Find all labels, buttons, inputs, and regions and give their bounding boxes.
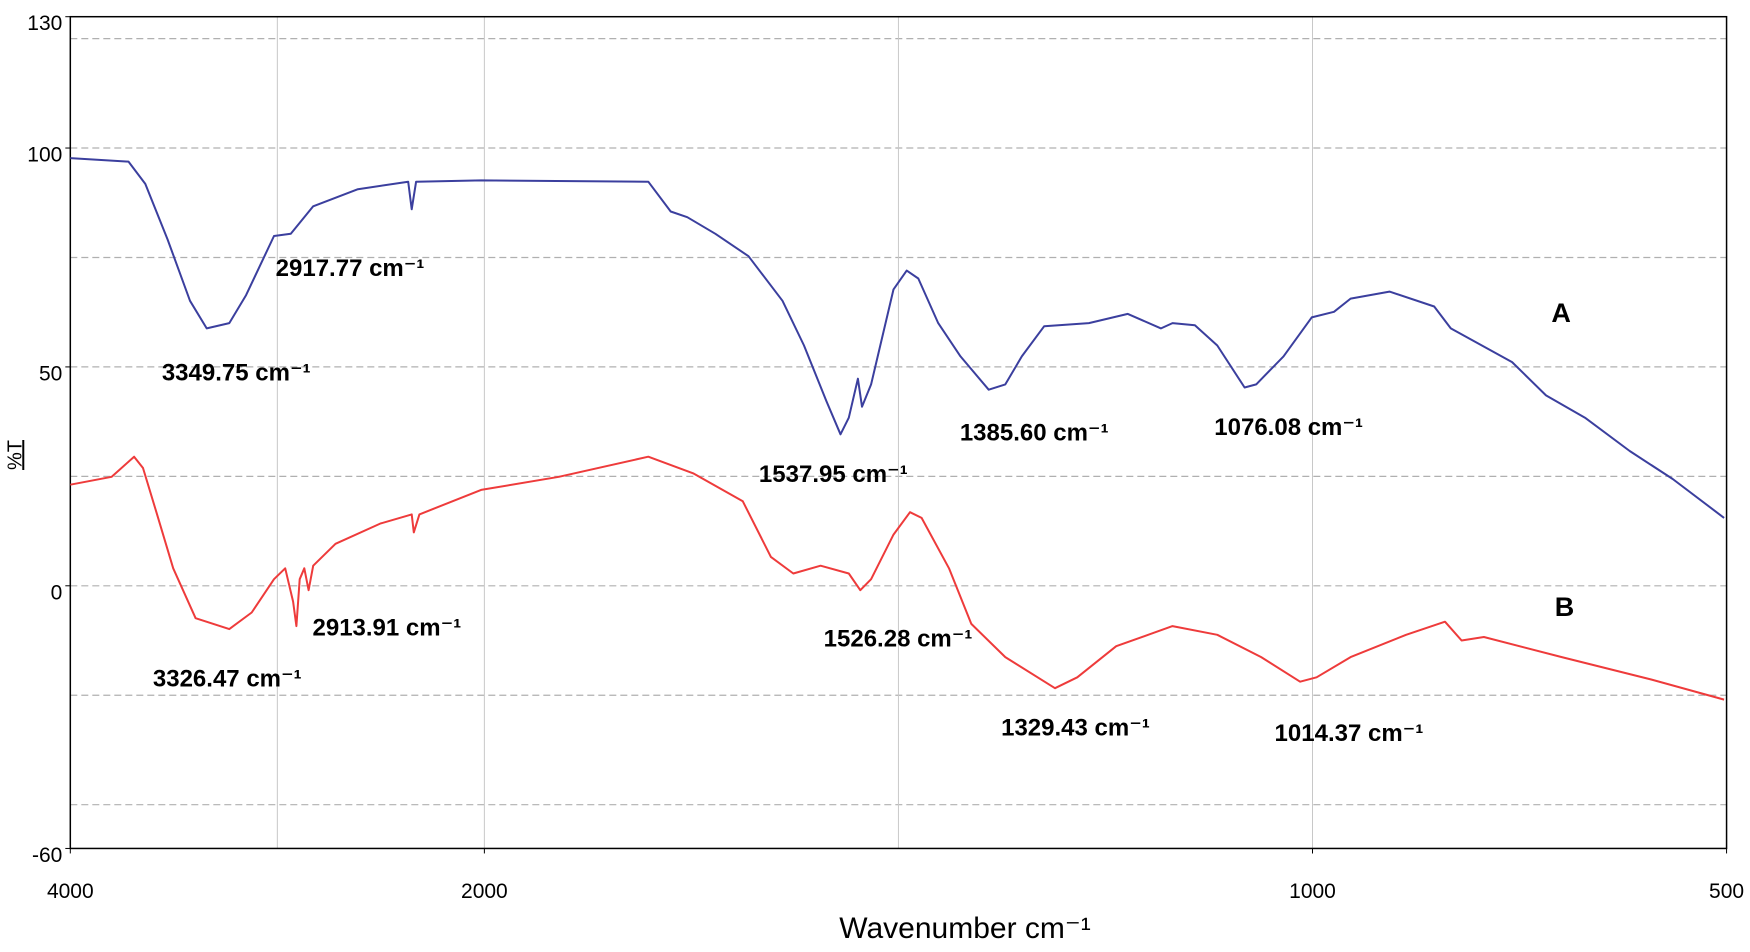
y-tick-label: 130 bbox=[27, 12, 62, 35]
peak-label: 2917.77 cm⁻¹ bbox=[276, 255, 425, 282]
peak-label: 1014.37 cm⁻¹ bbox=[1275, 720, 1424, 747]
peak-label: 3349.75 cm⁻¹ bbox=[162, 359, 311, 386]
series-label: A bbox=[1551, 298, 1571, 328]
x-axis-label: Wavenumber cm⁻¹ bbox=[839, 912, 1090, 945]
x-tick-label: 4000 bbox=[47, 880, 94, 903]
plot-frame bbox=[69, 15, 1728, 850]
peak-label: 3326.47 cm⁻¹ bbox=[153, 666, 302, 693]
y-tick-label: 50 bbox=[39, 362, 62, 385]
series-label: B bbox=[1555, 592, 1575, 622]
x-tick-label: 1000 bbox=[1289, 880, 1336, 903]
y-tick-label: 100 bbox=[27, 144, 62, 167]
x-tick-label: 500 bbox=[1709, 880, 1744, 903]
y-tick-label: 0 bbox=[51, 581, 63, 604]
y-tick-label: -60 bbox=[32, 844, 62, 867]
x-tick-label: 2000 bbox=[461, 880, 508, 903]
peak-label: 1329.43 cm⁻¹ bbox=[1001, 715, 1150, 742]
peak-label: 2913.91 cm⁻¹ bbox=[313, 614, 462, 641]
peak-label: 1537.95 cm⁻¹ bbox=[759, 461, 908, 488]
peak-label: 1526.28 cm⁻¹ bbox=[824, 626, 973, 653]
y-axis-label: %T bbox=[4, 440, 26, 470]
peak-label: 1385.60 cm⁻¹ bbox=[960, 420, 1109, 447]
peak-label: 1076.08 cm⁻¹ bbox=[1214, 414, 1363, 441]
spectrum-line bbox=[70, 157, 1725, 519]
spectrum-line bbox=[70, 455, 1725, 701]
